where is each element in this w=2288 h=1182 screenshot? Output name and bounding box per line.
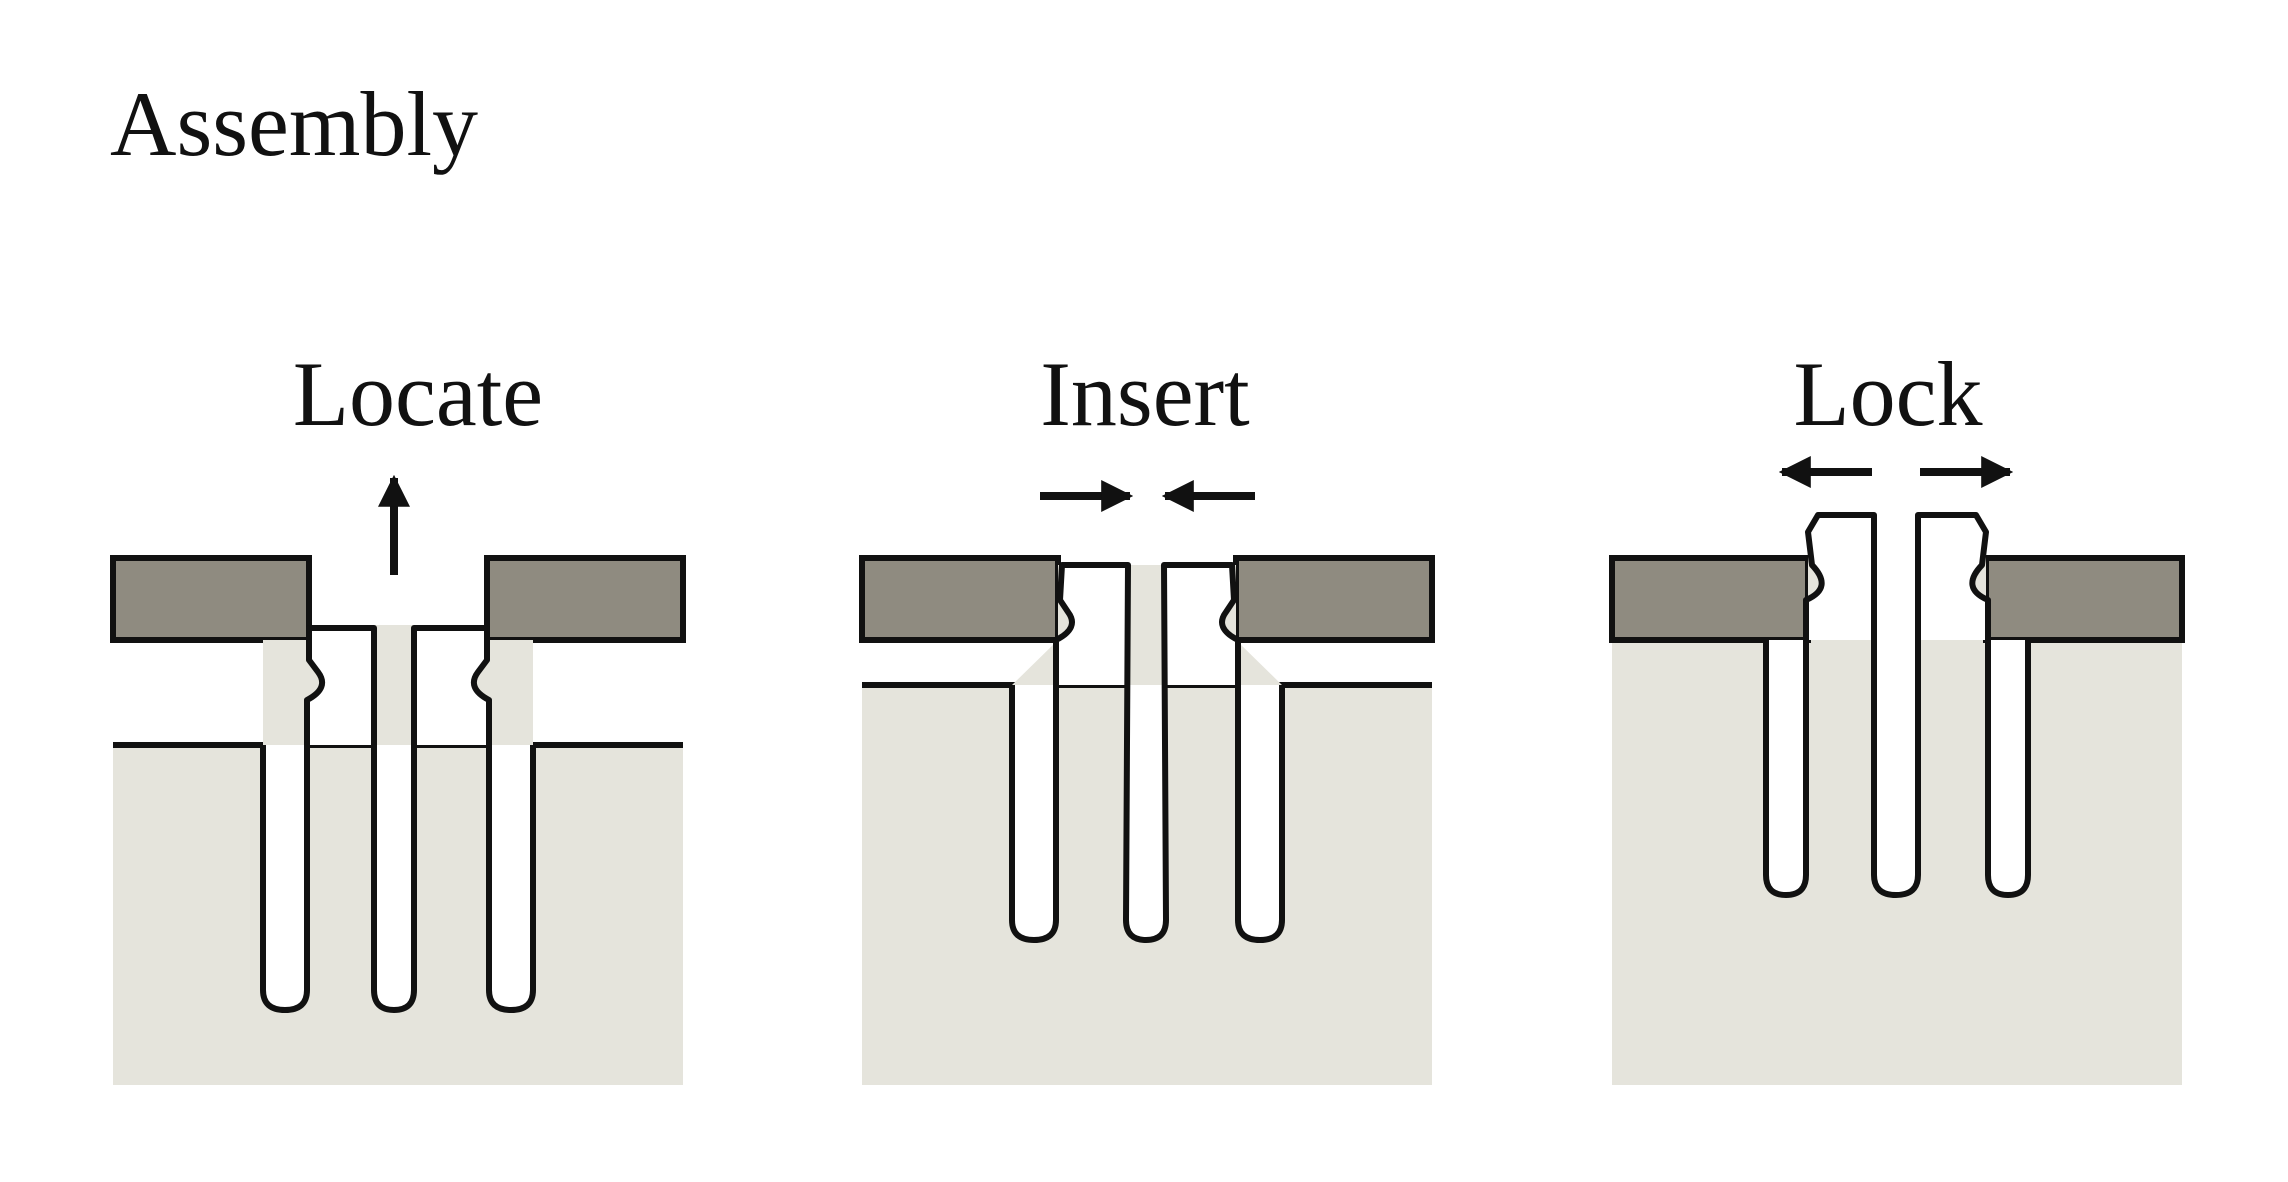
step-label-insert: Insert: [1040, 343, 1250, 445]
step-label-lock: Lock: [1793, 343, 1982, 445]
panel-right: [484, 555, 686, 643]
clip-outline: [1763, 512, 2031, 898]
panel-left: [859, 555, 1061, 643]
clip-body: [263, 625, 533, 745]
step-lock: Lock: [1609, 343, 2185, 1085]
step-label-locate: Locate: [293, 343, 543, 445]
clip-outline: [1009, 562, 1285, 943]
step-locate: Locate: [110, 343, 686, 1085]
panel-left: [1609, 555, 1811, 643]
diagram-title: Assembly: [110, 73, 478, 175]
panel-left: [110, 555, 312, 643]
panel-right: [1983, 555, 2185, 643]
panel-right: [1233, 555, 1435, 643]
step-insert: Insert: [859, 343, 1435, 1085]
clip-outline: [260, 625, 536, 1013]
